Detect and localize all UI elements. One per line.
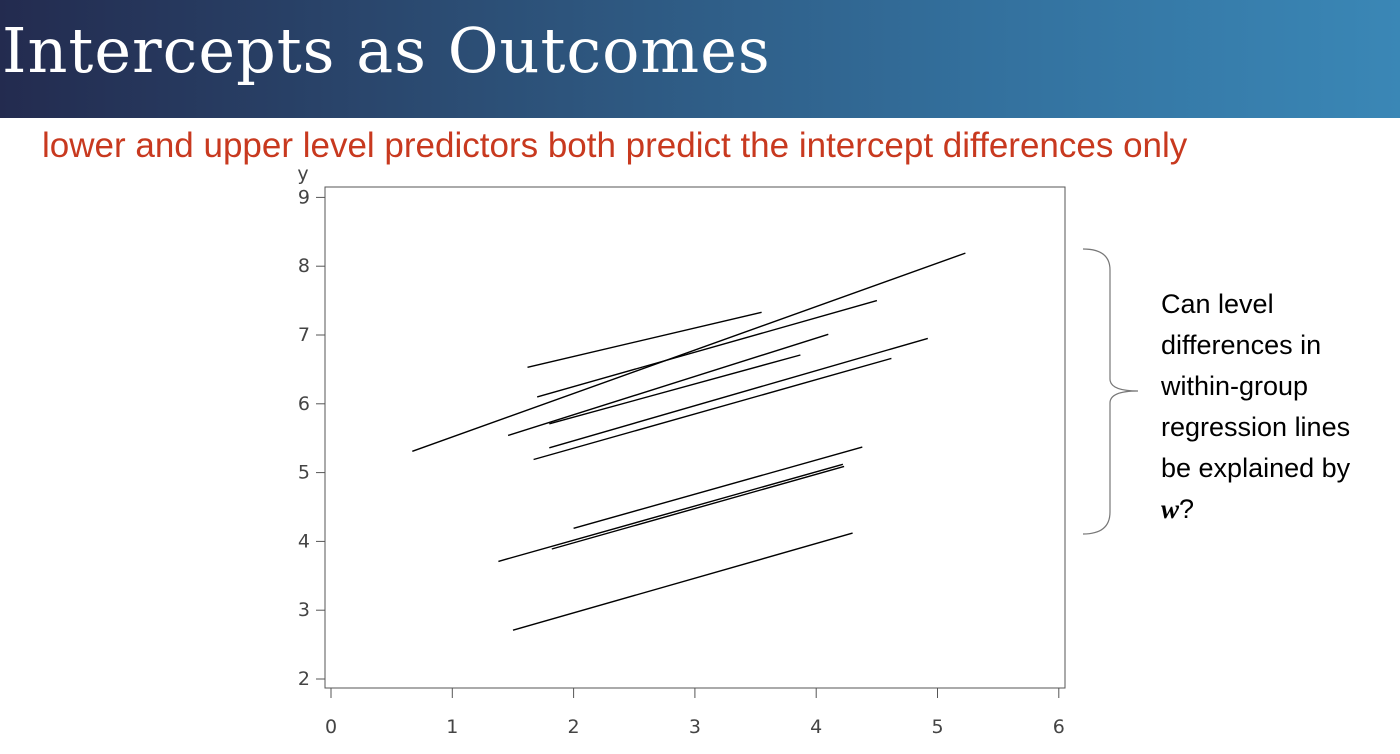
regression-line-1 <box>412 252 966 452</box>
axes: 0 1 2 3 4 5 6 2 3 4 5 6 7 8 9 <box>298 186 1065 738</box>
regression-line-9 <box>498 463 844 563</box>
regression-line-8 <box>573 446 863 529</box>
question-line-5: be explained by <box>1161 453 1351 483</box>
y-tick-label: 7 <box>298 324 310 346</box>
regression-line-4 <box>507 333 829 437</box>
title-bar <box>0 0 1400 118</box>
question-line-6: w? <box>1161 489 1396 530</box>
y-tick-label: 6 <box>298 393 310 415</box>
side-question: Can level differences in within-group re… <box>1161 284 1396 530</box>
regression-line-5 <box>549 354 801 425</box>
y-tick-label: 2 <box>298 668 310 690</box>
x-tick-label: 6 <box>1053 716 1065 738</box>
y-axis-label: y <box>297 163 308 185</box>
y-tick-label: 4 <box>298 530 310 552</box>
y-tick-label: 9 <box>298 186 310 208</box>
regression-line-6 <box>549 337 928 449</box>
question-variable: w <box>1161 494 1180 524</box>
x-tick-label: 1 <box>446 716 458 738</box>
x-tick-label: 2 <box>568 716 580 738</box>
question-line-3: within-group <box>1161 371 1309 401</box>
curly-brace <box>1082 248 1139 535</box>
question-mark: ? <box>1179 494 1195 524</box>
regression-lines <box>412 252 966 631</box>
regression-line-7 <box>533 357 892 461</box>
slide-subtitle: lower and upper level predictors both pr… <box>42 126 1188 165</box>
question-line-1: Can level <box>1161 289 1274 319</box>
regression-line-2 <box>527 311 762 368</box>
plot-frame <box>324 186 1066 689</box>
x-tick-label: 0 <box>325 716 337 738</box>
regression-line-3 <box>537 299 878 398</box>
y-tick-label: 5 <box>298 462 310 484</box>
x-tick-label: 4 <box>810 716 822 738</box>
slide-title: Intercepts as Outcomes <box>2 14 771 87</box>
question-line-4: regression lines <box>1161 412 1351 442</box>
x-tick-label: 3 <box>689 716 701 738</box>
regression-line-10 <box>551 465 845 550</box>
y-tick-label: 3 <box>298 599 310 621</box>
regression-line-11 <box>512 532 853 631</box>
y-tick-label: 8 <box>298 255 310 277</box>
question-line-2: differences in <box>1161 330 1322 360</box>
x-tick-label: 5 <box>931 716 943 738</box>
